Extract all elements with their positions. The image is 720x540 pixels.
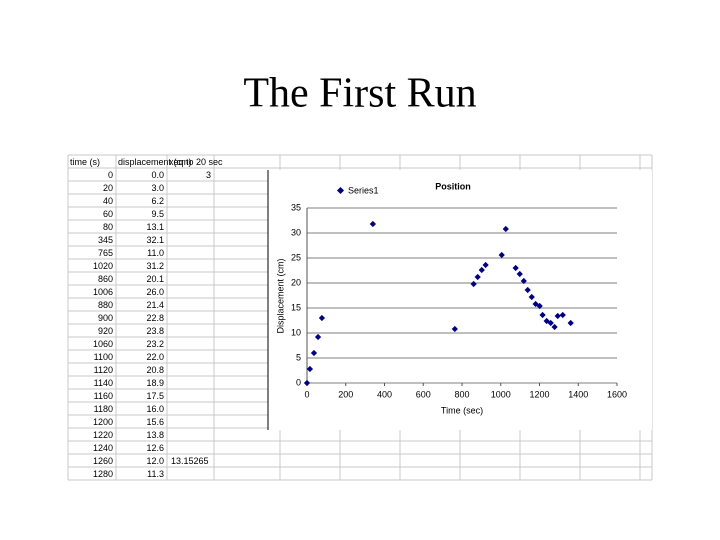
cell: 20.8	[146, 365, 164, 375]
y-tick-label: 30	[291, 227, 301, 237]
y-tick-label: 20	[291, 277, 301, 287]
cell: 900	[98, 313, 113, 323]
data-point	[482, 261, 489, 269]
cell: 20.1	[146, 274, 164, 284]
cell: 860	[98, 274, 113, 284]
data-point	[478, 266, 485, 274]
chart: 0 5 10 15 20 25 30 35 0 200 400 600 800 1000 1200 1400 1…	[267, 170, 652, 430]
x-tick-label: 1600	[607, 389, 627, 399]
cell: 23.8	[146, 326, 164, 336]
data-point	[310, 349, 318, 357]
cell: 1160	[94, 391, 113, 401]
header-cell: displacement (cm)	[118, 157, 192, 167]
cell: 1240	[93, 443, 113, 453]
x-tick-label: 1200	[529, 389, 549, 399]
chart-title: Position	[435, 181, 471, 191]
cell: 16.0	[146, 404, 164, 414]
cell: 31.2	[146, 261, 164, 271]
cell: 13.8	[146, 430, 164, 440]
y-tick-label: 5	[296, 352, 301, 362]
cell: 345	[98, 235, 113, 245]
data-point	[306, 365, 314, 373]
x-tick-label: 1000	[491, 389, 511, 399]
cell: 13.1	[146, 222, 164, 232]
y-tick-label: 35	[291, 202, 301, 212]
cell: 1140	[94, 378, 113, 388]
cell: 0	[108, 170, 113, 180]
data-point	[470, 280, 477, 288]
cell: 1200	[93, 417, 113, 427]
cell: 1006	[93, 287, 113, 297]
cell: 765	[98, 248, 113, 258]
header-cell: time (s)	[70, 157, 100, 167]
slide-title: The First Run	[243, 71, 476, 117]
cell: 1180	[94, 404, 113, 414]
x-tick-label: 1400	[568, 389, 588, 399]
data-point	[314, 333, 322, 341]
cell: 1280	[93, 469, 113, 479]
y-tick-label: 25	[291, 252, 301, 262]
cell: 11.3	[147, 469, 164, 479]
data-point	[318, 314, 326, 322]
cell: 9.5	[151, 209, 164, 219]
cell: 6.2	[151, 196, 164, 206]
cell: 22.8	[146, 313, 164, 323]
cell: 23.2	[146, 339, 164, 349]
cell: 60	[103, 209, 113, 219]
cell: 880	[98, 300, 113, 310]
cell: 21.4	[146, 300, 164, 310]
y-axis-label: Displacement (cm)	[275, 258, 285, 333]
chart-area	[268, 170, 652, 430]
cell: 3	[206, 170, 211, 180]
cell: 1220	[93, 430, 113, 440]
cell: 80	[103, 222, 113, 232]
legend-label: Series1	[348, 185, 379, 195]
y-tick-label: 0	[296, 377, 301, 387]
data-point	[303, 379, 311, 387]
cell: 1260	[93, 456, 113, 466]
data-point	[451, 325, 458, 333]
data-point	[474, 273, 481, 281]
x-tick-label: 400	[377, 389, 392, 399]
cell: 3.0	[151, 183, 164, 193]
cell: 0.0	[151, 170, 164, 180]
cell: 12.0	[146, 456, 164, 466]
cell: 1120	[94, 365, 113, 375]
cell: 12.6	[146, 443, 164, 453]
cell: 11.0	[147, 248, 164, 258]
x-tick-label: 0	[304, 389, 309, 399]
cell: 20	[103, 183, 113, 193]
cell: 1100	[94, 352, 113, 362]
cell: 32.1	[146, 235, 164, 245]
cell: 22.0	[146, 352, 164, 362]
x-tick-label: 600	[416, 389, 431, 399]
cell: 15.6	[146, 417, 164, 427]
cell: 40	[103, 196, 113, 206]
y-tick-label: 15	[291, 302, 301, 312]
x-tick-label: 800	[454, 389, 469, 399]
x-axis-label: Time (sec)	[441, 405, 483, 415]
y-tick-label: 10	[291, 327, 301, 337]
cell: 17.5	[146, 391, 164, 401]
cell: 1020	[93, 261, 113, 271]
legend-marker	[336, 186, 345, 195]
cell: 26.0	[146, 287, 164, 297]
header-cell: xeq to 20 sec	[169, 157, 223, 167]
cell: 18.9	[146, 378, 164, 388]
cell: 1060	[93, 339, 113, 349]
cell: 920	[98, 326, 113, 336]
cell: 13.15265	[171, 456, 209, 466]
x-tick-label: 200	[338, 389, 353, 399]
